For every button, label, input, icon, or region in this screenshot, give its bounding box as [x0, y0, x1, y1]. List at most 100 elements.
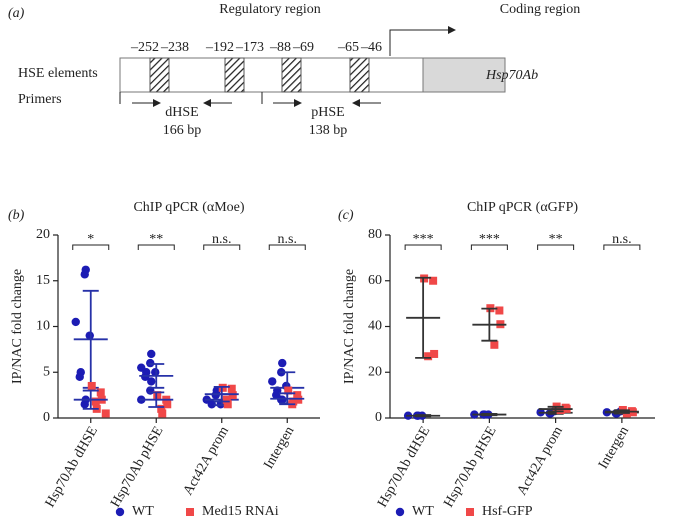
- significance-label: **: [549, 232, 563, 247]
- y-tick-label: 0: [375, 410, 382, 425]
- position-label: –252: [130, 40, 159, 55]
- significance-bracket: [603, 244, 641, 250]
- position-label: –192: [205, 40, 234, 55]
- panel-label: (c): [338, 208, 354, 223]
- panel-label: (a): [8, 6, 25, 21]
- hse-label: HSE elements: [18, 66, 98, 81]
- regulatory-box: [119, 57, 424, 93]
- significance-label: n.s.: [612, 232, 631, 247]
- legend-label: WT: [132, 504, 154, 519]
- data-point: [85, 331, 94, 340]
- y-tick-label: 80: [368, 227, 382, 242]
- y-tick-label: 20: [36, 227, 50, 242]
- charts: (b) ChIP qPCR (αMoe) IP/NAC fold change 0 5 1…: [8, 200, 655, 519]
- x-tick-label: Hsp70Ab pHSE: [108, 424, 166, 510]
- x-tick-label: Act42A prom: [515, 424, 566, 498]
- data-point: [157, 404, 166, 413]
- sd-bar: [481, 412, 498, 417]
- chart-title: ChIP qPCR (αMoe): [133, 200, 244, 215]
- position-label: –65: [337, 40, 359, 55]
- data-point: [211, 390, 220, 400]
- sd-bar: [481, 307, 498, 342]
- x-tick-label: Act42A prom: [181, 424, 232, 498]
- position-label: –69: [292, 40, 314, 55]
- amplicon-name: dHSE: [165, 105, 198, 120]
- position-label: –173: [235, 40, 264, 55]
- data-point: [556, 405, 565, 414]
- sd-bar: [148, 363, 165, 389]
- significance-label: ***: [413, 232, 434, 247]
- position-label: –46: [360, 40, 382, 55]
- significance-label: n.s.: [278, 232, 297, 247]
- significance-bracket: [203, 244, 241, 250]
- chart-title: ChIP qPCR (αGFP): [467, 200, 578, 215]
- data-point: [75, 372, 84, 382]
- data-point: [227, 384, 236, 393]
- legend-marker: [395, 507, 405, 517]
- significance-bracket: [137, 244, 175, 250]
- y-axis-label: IP/NAC fold change: [342, 269, 357, 384]
- data-point: [141, 372, 150, 382]
- legend-marker: [186, 508, 194, 516]
- sd-bar: [415, 276, 432, 359]
- coding-label: Coding region: [500, 2, 581, 17]
- sd-bar: [148, 391, 165, 408]
- y-axis-label: IP/NAC fold change: [10, 269, 25, 384]
- sd-bar: [279, 392, 296, 406]
- significance-bracket: [72, 244, 110, 250]
- data-point: [153, 391, 162, 400]
- coding-box: [422, 57, 506, 93]
- data-point: [289, 397, 298, 406]
- legend-marker: [115, 507, 125, 517]
- data-point: [87, 381, 96, 390]
- significance-label: n.s.: [212, 232, 231, 247]
- data-point: [151, 368, 160, 377]
- sd-bar: [82, 389, 99, 410]
- amplicon-name: pHSE: [311, 105, 344, 120]
- significance-bracket: [404, 244, 442, 250]
- y-tick-label: 0: [43, 410, 50, 425]
- hse-element: [224, 57, 245, 93]
- position-label: –238: [160, 40, 189, 55]
- hse-element: [149, 57, 170, 93]
- sd-bar: [613, 409, 630, 414]
- data-point: [430, 349, 439, 358]
- regulatory-label: Regulatory region: [219, 2, 320, 17]
- x-tick-label: Intergen: [261, 424, 297, 472]
- data-point: [146, 358, 155, 368]
- y-tick-label: 5: [43, 364, 50, 379]
- legend-label: Med15 RNAi: [202, 504, 279, 519]
- significance-label: *: [87, 232, 94, 247]
- panel-label: (b): [8, 208, 25, 223]
- position-label: –88: [269, 40, 291, 55]
- y-tick-label: 40: [368, 319, 382, 334]
- amplicon-size: 166 bp: [163, 123, 202, 138]
- y-tick-label: 20: [368, 364, 382, 379]
- significance-label: **: [149, 232, 163, 247]
- data-point: [293, 391, 302, 400]
- data-point: [163, 400, 172, 409]
- sd-bar: [415, 414, 432, 418]
- data-point: [495, 306, 504, 315]
- gene-label: Hsp70Ab: [485, 68, 538, 83]
- data-point: [490, 340, 499, 349]
- data-point: [91, 397, 100, 406]
- data-point: [424, 352, 433, 361]
- amplicon-size: 138 bp: [309, 123, 348, 138]
- data-point: [222, 395, 231, 404]
- hse-element: [349, 57, 370, 93]
- hse-element: [281, 57, 302, 93]
- x-tick-label: Hsp70Ab dHSE: [375, 424, 433, 510]
- significance-label: ***: [479, 232, 500, 247]
- data-point: [277, 395, 286, 404]
- significance-bracket: [268, 244, 306, 250]
- gene-diagram: (a) Regulatory region Coding region HSE …: [8, 2, 580, 138]
- significance-bracket: [470, 244, 508, 250]
- data-point: [158, 409, 167, 418]
- data-point: [228, 391, 237, 400]
- x-tick-label: Intergen: [596, 424, 632, 472]
- x-tick-label: Hsp70Ab dHSE: [43, 424, 101, 510]
- y-tick-label: 15: [36, 273, 50, 288]
- y-tick-label: 10: [36, 319, 50, 334]
